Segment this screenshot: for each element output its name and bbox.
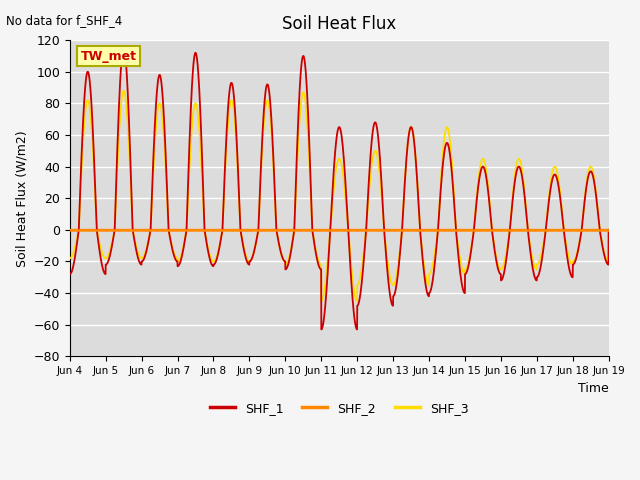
Line: SHF_1: SHF_1 [70, 48, 609, 329]
Text: TW_met: TW_met [81, 49, 136, 62]
SHF_1 [605, 227, 612, 233]
SHF_3 [317, 298, 325, 304]
SHF_3 [401, 172, 409, 178]
SHF_1 [605, 262, 612, 267]
Line: SHF_3: SHF_3 [70, 91, 609, 301]
SHF_3 [66, 255, 74, 261]
Legend: SHF_1, SHF_2, SHF_3: SHF_1, SHF_2, SHF_3 [205, 396, 474, 420]
SHF_1 [401, 172, 409, 178]
X-axis label: Time: Time [578, 382, 609, 395]
SHF_2 [401, 227, 409, 233]
SHF_1 [182, 234, 189, 240]
SHF_1 [216, 239, 224, 245]
SHF_3 [605, 259, 612, 264]
Text: No data for f_SHF_4: No data for f_SHF_4 [6, 14, 123, 27]
SHF_3 [392, 276, 400, 282]
SHF_3 [216, 238, 224, 244]
SHF_3 [605, 227, 612, 233]
SHF_1 [66, 271, 74, 277]
SHF_2 [605, 227, 612, 233]
SHF_2 [392, 227, 399, 233]
SHF_1 [554, 179, 561, 185]
SHF_3 [182, 233, 189, 239]
SHF_2 [181, 227, 189, 233]
Title: Soil Heat Flux: Soil Heat Flux [282, 15, 396, 33]
SHF_3 [554, 172, 561, 178]
Y-axis label: Soil Heat Flux (W/m2): Soil Heat Flux (W/m2) [15, 130, 28, 266]
SHF_2 [66, 227, 74, 233]
SHF_3 [120, 88, 127, 94]
SHF_1 [317, 326, 325, 332]
SHF_2 [216, 227, 224, 233]
SHF_1 [120, 45, 127, 51]
SHF_2 [604, 227, 612, 233]
SHF_2 [554, 227, 561, 233]
SHF_1 [392, 286, 400, 291]
